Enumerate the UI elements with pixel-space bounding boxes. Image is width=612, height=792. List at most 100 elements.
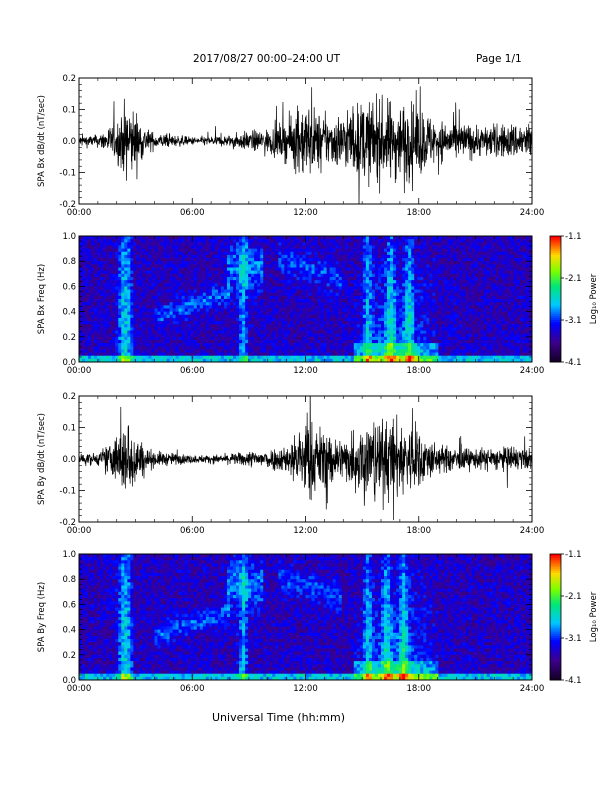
spectrogram-cell <box>320 248 325 253</box>
spectrogram-cell <box>257 346 261 350</box>
spectrogram-cell <box>151 251 155 256</box>
spectrogram-cell <box>341 333 346 338</box>
spectrogram-cell <box>115 333 119 338</box>
spectrogram-cell <box>257 280 261 284</box>
spectrogram-cell <box>374 258 379 262</box>
spectrogram-cell <box>371 286 376 290</box>
spectrogram-cell <box>130 261 134 265</box>
spectrogram-cell <box>377 305 382 309</box>
spectrogram-cell <box>368 239 373 243</box>
spectrogram-cell <box>353 299 358 303</box>
spectrogram-cell <box>217 343 222 347</box>
spectrogram-cell <box>145 254 149 259</box>
spectrogram-cell <box>91 261 95 265</box>
spectrogram-cell <box>368 251 373 256</box>
spectrogram-cell <box>269 261 273 265</box>
spectrogram-cell <box>160 343 164 347</box>
spectrogram-cell <box>320 276 325 281</box>
spectrogram-cell <box>308 248 312 253</box>
spectrogram-cell <box>417 251 421 256</box>
spectrogram-cell <box>317 280 321 284</box>
spectrogram-cell <box>329 236 334 240</box>
spectrogram-cell <box>245 283 249 287</box>
spectrogram-cell <box>254 305 258 309</box>
spectrogram-cell <box>311 276 315 281</box>
spectrogram-cell <box>208 305 213 309</box>
spectrogram-cell <box>136 295 140 300</box>
spectrogram-cell <box>169 258 174 262</box>
spectrogram-cell <box>82 317 86 322</box>
spectrogram-cell <box>435 343 439 347</box>
spectrogram-cell <box>381 261 385 265</box>
spectrogram-cell <box>202 327 207 331</box>
spectrogram-cell <box>211 299 216 303</box>
spectrogram-cell <box>272 251 276 256</box>
spectrogram-cell <box>320 339 325 344</box>
spectrogram-cell <box>353 321 358 325</box>
spectrogram-cell <box>323 343 328 347</box>
spectrogram-cell <box>402 264 406 268</box>
spectrogram-cell <box>248 242 252 246</box>
spectrogram-cell <box>79 286 83 290</box>
spectrogram-cell <box>371 292 376 297</box>
spectrogram-cell <box>432 242 436 246</box>
spectrogram-cell <box>214 339 219 344</box>
spectrogram-cell <box>350 273 355 278</box>
spectrogram-cell <box>260 276 264 281</box>
spectrogram-cell <box>157 286 161 290</box>
spectrogram-cell <box>323 251 328 256</box>
spectrogram-cell <box>217 270 222 275</box>
spectrogram-cell <box>226 248 231 253</box>
spectrogram-cell <box>317 236 321 240</box>
spectrogram-cell <box>317 355 321 360</box>
spectrogram-cell <box>136 333 140 338</box>
spectrogram-cell <box>139 305 143 309</box>
spectrogram-cell <box>103 339 107 344</box>
spectrogram-cell <box>302 242 306 246</box>
spectrogram-cell <box>311 333 315 338</box>
spectrogram-cell <box>181 270 186 275</box>
spectrogram-cell <box>338 273 343 278</box>
spectrogram-cell <box>296 299 300 303</box>
spectrogram-cell <box>314 314 318 319</box>
spectrogram-cell <box>396 355 400 360</box>
spectrogram-cell <box>429 355 433 360</box>
spectrogram-cell <box>438 276 442 281</box>
spectrogram-cell <box>226 346 231 350</box>
spectrogram-cell <box>214 330 219 335</box>
spectrogram-cell <box>377 236 382 240</box>
spectrogram-cell <box>350 311 355 316</box>
spectrogram-cell <box>115 314 119 319</box>
spectrogram-cell <box>387 292 391 297</box>
spectrogram-cell <box>124 264 128 268</box>
spectrogram-cell <box>290 270 294 275</box>
spectrogram-cell <box>127 343 131 347</box>
spectrogram-cell <box>151 311 155 316</box>
spectrogram-cell <box>106 302 110 306</box>
spectrogram-cell <box>211 302 216 306</box>
spectrogram-cell <box>353 311 358 316</box>
spectrogram-cell <box>127 270 131 275</box>
spectrogram-cell <box>97 339 101 344</box>
spectrogram-cell <box>356 273 361 278</box>
spectrogram-cell <box>266 299 270 303</box>
spectrogram-cell <box>278 330 282 335</box>
spectrogram-cell <box>230 254 234 259</box>
spectrogram-cell <box>172 302 177 306</box>
spectrogram-cell <box>193 264 198 268</box>
spectrogram-cell <box>338 333 343 338</box>
spectrogram-cell <box>100 327 104 331</box>
spectrogram-cell <box>223 239 228 243</box>
spectrogram-cell <box>196 321 201 325</box>
spectrogram-cell <box>217 264 222 268</box>
spectrogram-cell <box>187 242 192 246</box>
spectrogram-cell <box>181 343 186 347</box>
spectrogram-cell <box>441 302 445 306</box>
spectrogram-cell <box>175 270 180 275</box>
spectrogram-cell <box>133 242 137 246</box>
spectrogram-cell <box>353 355 358 360</box>
spectrogram-cell <box>444 236 448 240</box>
spectrogram-cell <box>97 336 101 341</box>
spectrogram-cell <box>402 273 406 278</box>
spectrogram-cell <box>272 254 276 259</box>
